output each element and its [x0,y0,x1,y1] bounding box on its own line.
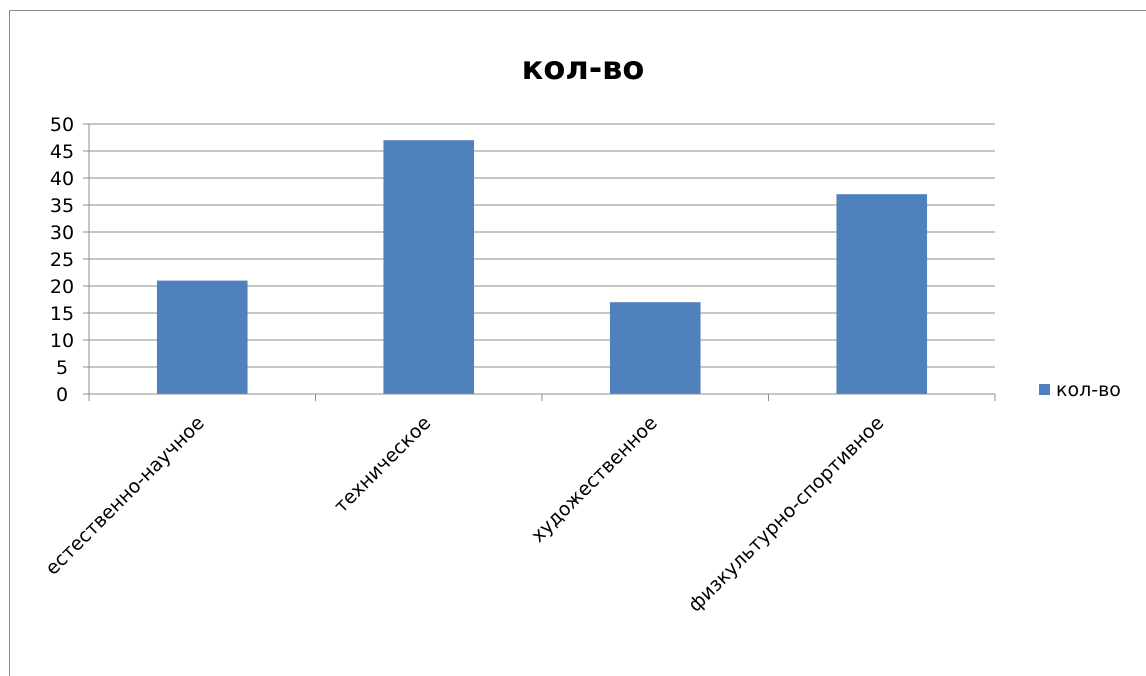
legend-label: кол-во [1056,379,1121,401]
y-tick-label: 40 [50,168,74,190]
y-tick-label: 30 [50,222,74,244]
bars [156,140,928,394]
y-axis-ticks: 0 5 10 15 20 25 30 35 40 45 50 [50,114,89,406]
legend-swatch [1039,384,1050,395]
x-tick-label: естественно-научное [41,412,209,580]
y-tick-label: 35 [50,195,74,217]
bar-3 [609,302,701,394]
y-tick-label: 5 [56,357,68,379]
y-tick-label: 15 [50,303,74,325]
y-tick-label: 45 [50,141,74,163]
x-tick-label: техническое [330,412,435,517]
bar-2 [383,140,475,394]
x-axis-ticks: естественно-научное техническое художестве… [41,412,888,616]
x-tick-label: физкультурно-спортивное [684,412,888,616]
y-tick-label: 0 [56,384,68,406]
y-tick-label: 20 [50,276,74,298]
legend: кол-во [1039,379,1121,401]
chart-title: кол-во [522,49,645,87]
y-tick-label: 25 [50,249,74,271]
x-tick-label: художественное [527,412,662,547]
chart-frame [9,10,1146,676]
bar-1 [156,280,248,394]
y-tick-label: 10 [50,330,74,352]
bar-4 [836,194,928,394]
y-tick-label: 50 [50,114,74,136]
